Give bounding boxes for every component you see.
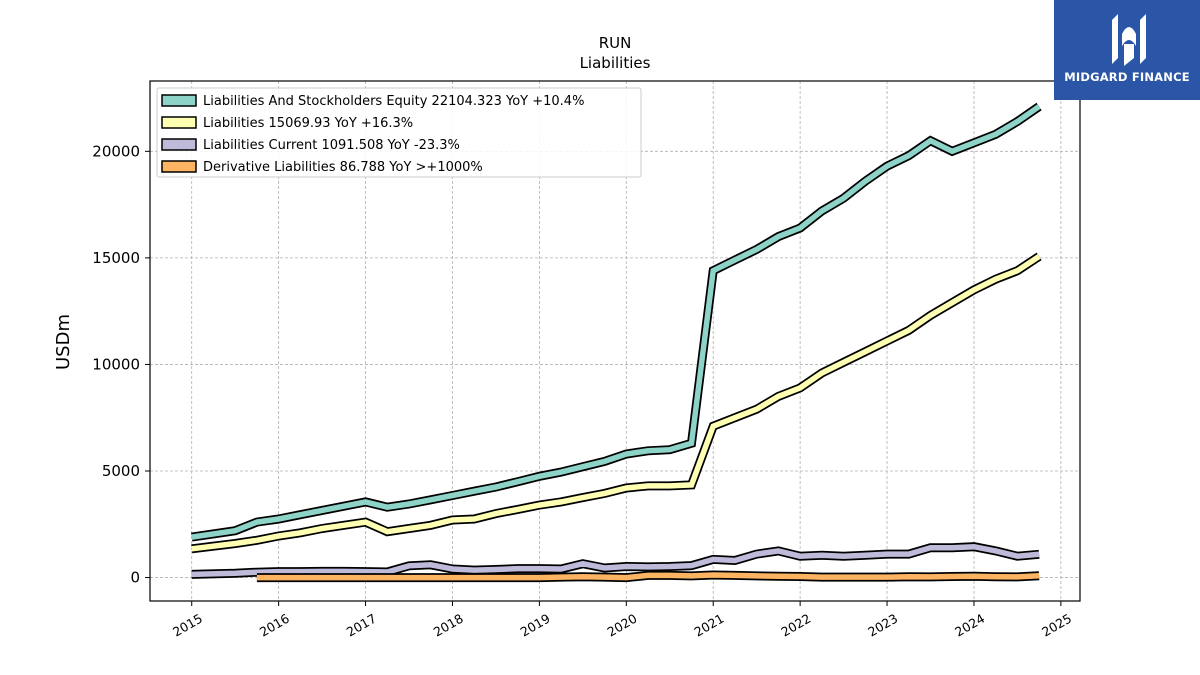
y-axis-label: USDm: [53, 314, 74, 370]
legend-entry: Derivative Liabilities 86.788 YoY >+1000…: [203, 160, 483, 175]
y-tick-label: 10000: [92, 355, 140, 373]
plot-frame: [149, 80, 1081, 602]
x-tick-label: 2017: [344, 611, 379, 640]
series-line-0: [191, 104, 1041, 540]
x-tick-label: 2023: [865, 611, 900, 640]
series-outline-1: [191, 252, 1042, 554]
legend-entry: Liabilities 15069.93 YoY +16.3%: [203, 116, 413, 131]
y-tick-label: 0: [130, 569, 140, 587]
x-tick-label: 2024: [952, 611, 987, 640]
chart-title: RUN: [599, 34, 632, 52]
legend-swatch: [161, 160, 197, 173]
chart-subtitle: Liabilities: [580, 54, 651, 72]
series-layer: [191, 102, 1042, 583]
y-tick-label: 5000: [102, 462, 140, 480]
y-tick-label: 20000: [92, 142, 140, 160]
x-tick-label: 2018: [431, 611, 466, 640]
legend-swatch: [161, 116, 197, 129]
x-tick-label: 2019: [518, 611, 553, 640]
x-tick-label: 2025: [1039, 611, 1074, 640]
logo-text: MIDGARD FINANCE: [1064, 70, 1190, 84]
series-line-1: [191, 254, 1041, 552]
legend: Liabilities And Stockholders Equity 2210…: [156, 87, 642, 178]
x-tick-label: 2015: [170, 611, 205, 640]
legend-swatch: [161, 138, 197, 151]
logo: MIDGARD FINANCE: [1054, 0, 1200, 100]
legend-swatch: [161, 94, 197, 107]
logo-mark-icon: [1112, 14, 1146, 66]
x-tick-label: 2021: [691, 611, 726, 640]
legend-entry: Liabilities And Stockholders Equity 2210…: [203, 94, 584, 109]
legend-box: [156, 87, 642, 178]
y-tick-label: 15000: [92, 249, 140, 267]
series-line-2: [191, 543, 1040, 578]
series-line-3: [256, 572, 1040, 581]
x-tick-label: 2016: [257, 611, 292, 640]
x-tick-label: 2020: [605, 611, 640, 640]
legend-entry: Liabilities Current 1091.508 YoY -23.3%: [203, 138, 460, 153]
x-tick-label: 2022: [778, 611, 813, 640]
